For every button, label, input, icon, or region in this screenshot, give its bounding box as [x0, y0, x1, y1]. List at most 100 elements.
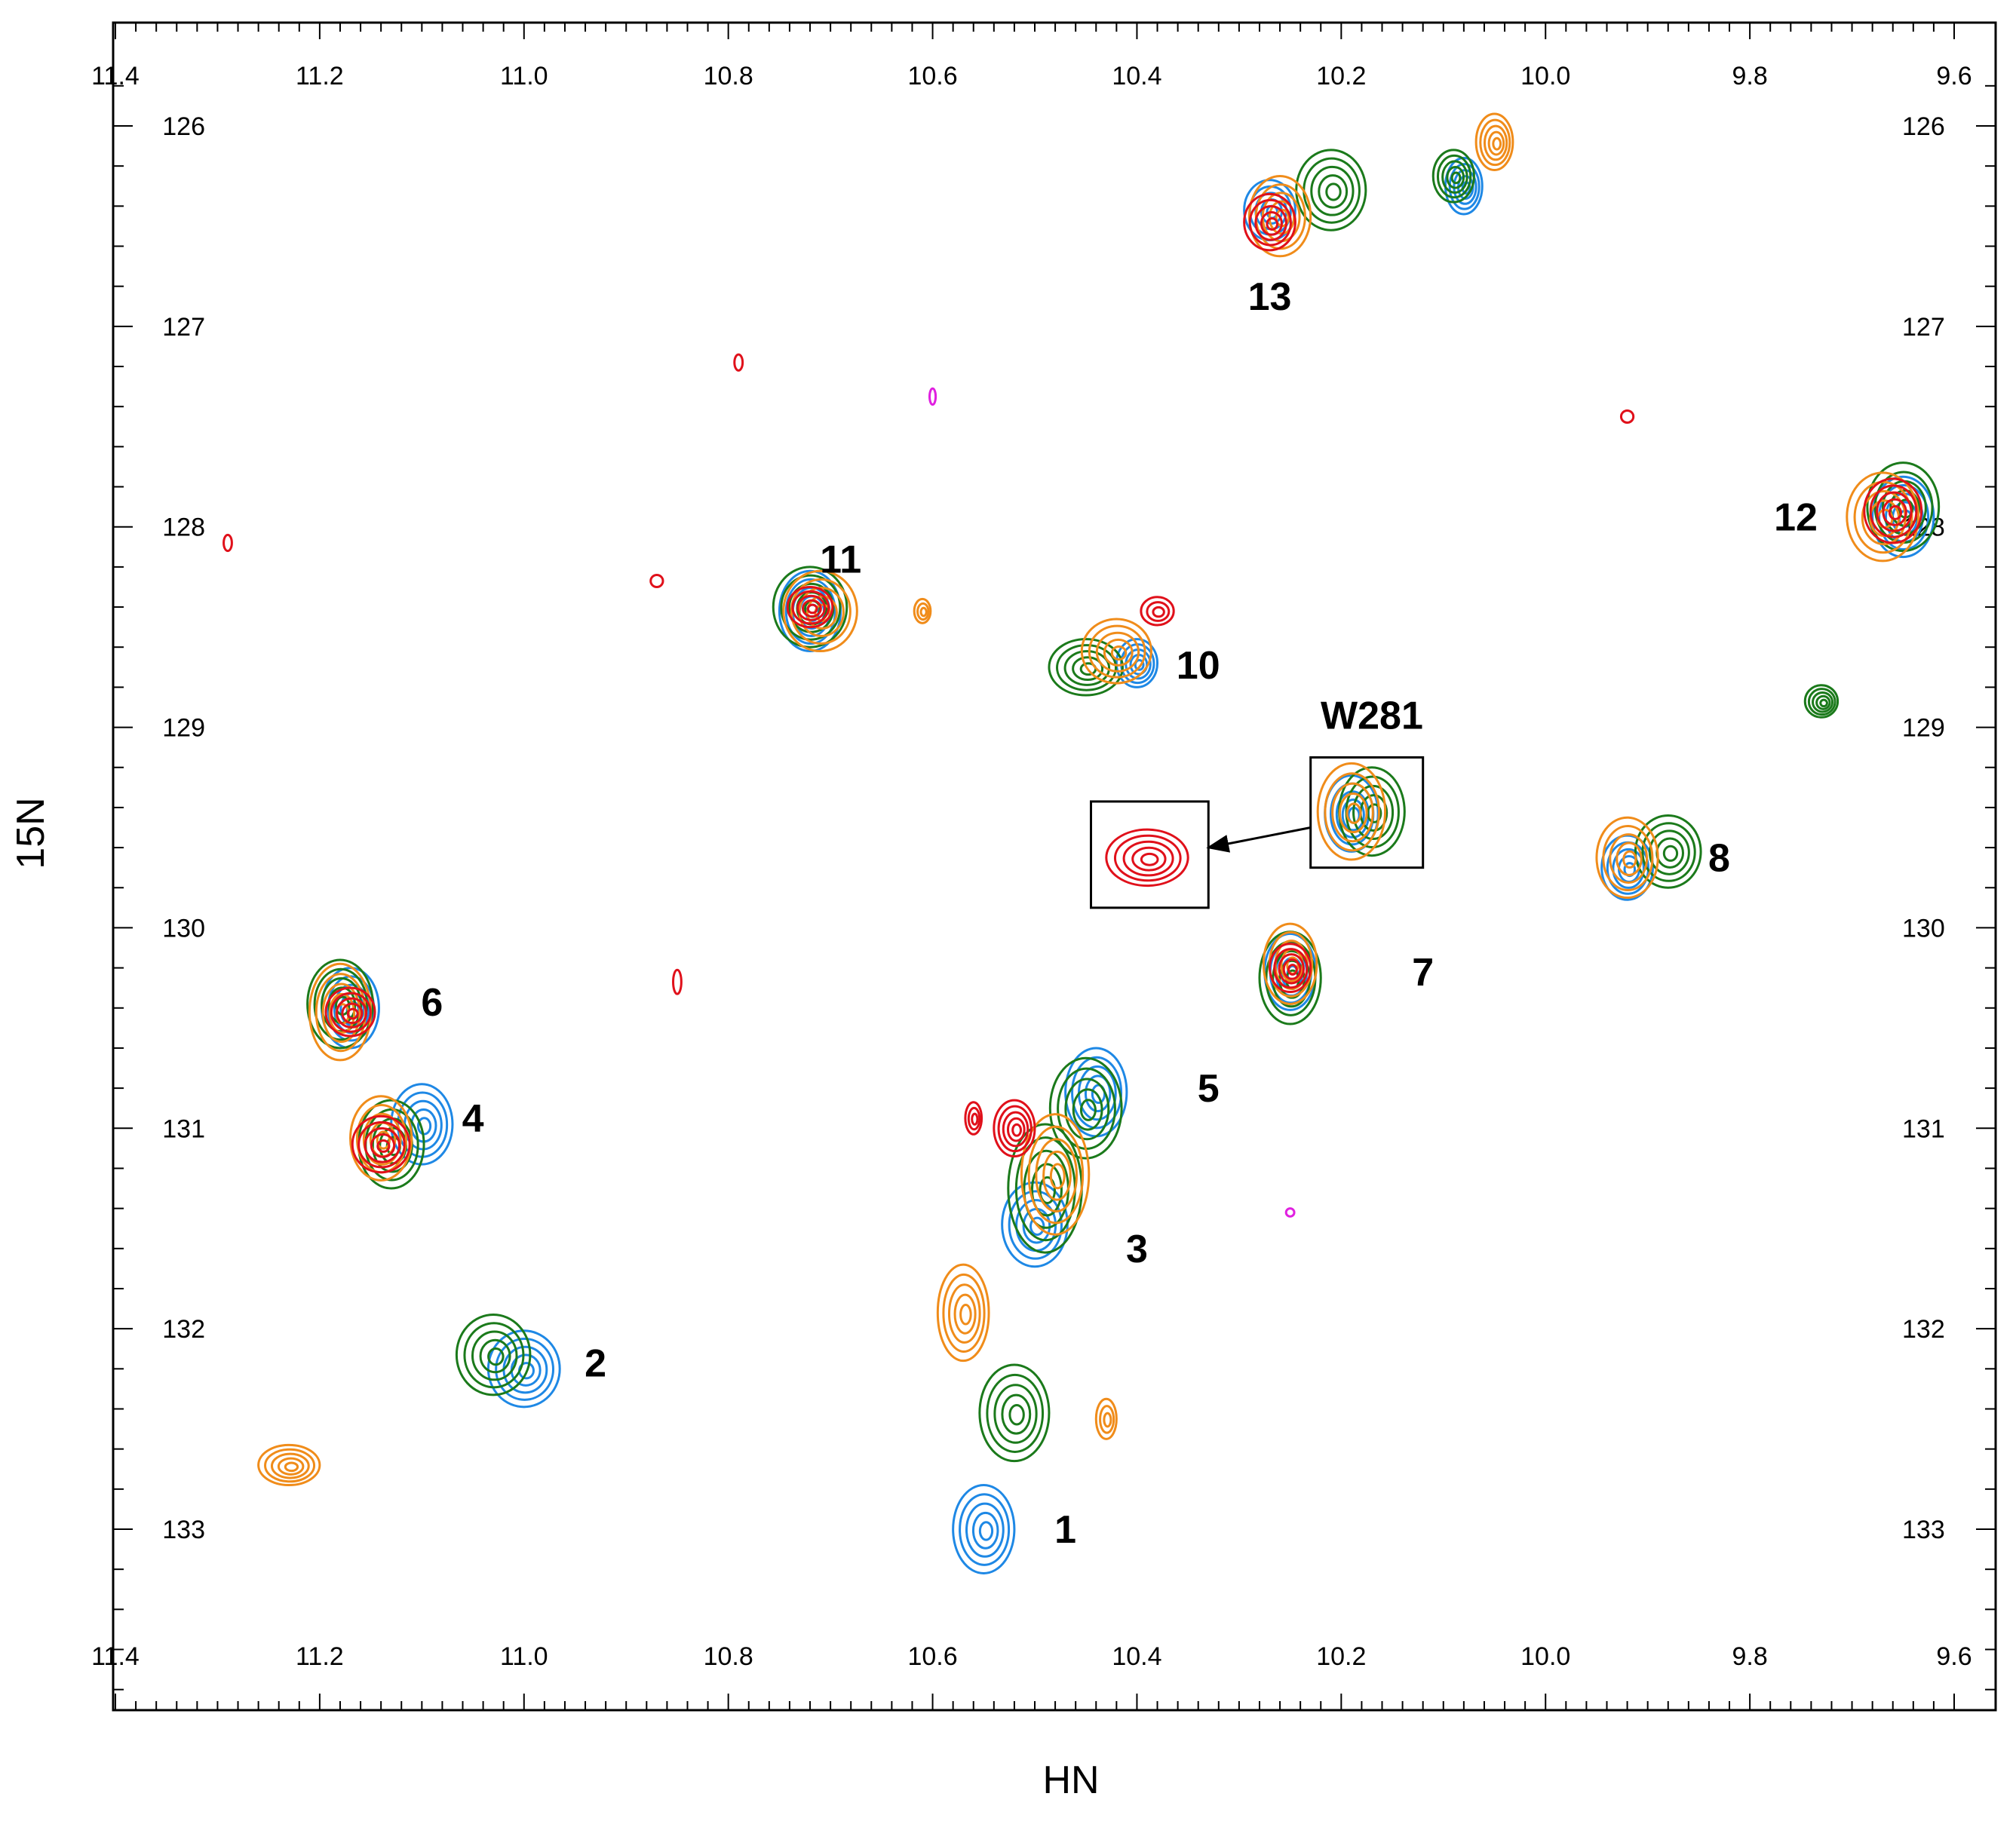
blue-contour-ring — [1341, 798, 1365, 832]
orange-contour-ring — [1020, 1113, 1091, 1236]
orange-peak — [1316, 762, 1387, 861]
magenta-peak — [928, 387, 937, 406]
orange-contour-ring — [1088, 624, 1146, 679]
orange-contour-ring — [916, 602, 930, 621]
peak-label-6: 6 — [421, 981, 443, 1025]
red-contour-ring — [1113, 834, 1182, 882]
green-contour-ring — [1310, 165, 1355, 216]
green-contour-ring — [986, 1373, 1045, 1453]
orange-peak — [913, 597, 932, 624]
green-contour-ring — [1866, 461, 1941, 553]
orange-contour-ring — [1095, 631, 1140, 673]
green-contour-ring — [1318, 174, 1349, 209]
orange-contour-ring — [959, 1304, 972, 1326]
green-peak — [1803, 684, 1840, 719]
orange-contour-ring — [321, 983, 361, 1044]
orange-contour-ring — [1483, 124, 1508, 161]
blue-contour-ring — [416, 1117, 432, 1136]
orange-contour-ring — [1049, 1163, 1066, 1190]
blue-contour-ring — [333, 983, 370, 1035]
red-contour-ring — [1122, 840, 1174, 877]
orange-contour-ring — [1324, 772, 1380, 852]
x-axis-title: HN — [1042, 1758, 1099, 1802]
red-peak — [351, 1114, 411, 1174]
orange-contour-ring — [1492, 136, 1502, 151]
red-contour-ring — [364, 1127, 401, 1163]
y-tick-label-right: 130 — [1902, 914, 1945, 943]
red-contour-ring — [967, 1106, 981, 1131]
green-contour-ring — [313, 967, 368, 1041]
peak-label-1: 1 — [1054, 1508, 1076, 1552]
red-contour-ring — [1140, 596, 1175, 627]
y-tick-label-right: 131 — [1902, 1114, 1945, 1143]
peak-label-W281: W281 — [1321, 694, 1423, 738]
red-contour-ring — [802, 599, 822, 618]
green-contour-ring — [471, 1330, 518, 1381]
x-tick-label-bottom: 10.0 — [1520, 1642, 1570, 1671]
red-peak — [1619, 409, 1635, 424]
orange-contour-ring — [936, 1263, 990, 1363]
y-tick-label-left: 128 — [162, 513, 205, 542]
green-contour-ring — [1295, 149, 1367, 231]
y-tick-label-right: 126 — [1902, 112, 1945, 141]
blue-contour-ring — [965, 1502, 1005, 1558]
x-tick-label-bottom: 9.6 — [1936, 1642, 1972, 1671]
green-contour-ring — [1807, 688, 1836, 716]
green-contour-ring — [1325, 182, 1342, 201]
blue-contour-ring — [978, 1521, 994, 1541]
orange-contour-ring — [1479, 118, 1511, 167]
y-tick-label-right: 133 — [1902, 1516, 1945, 1544]
orange-peak — [936, 1263, 990, 1363]
peak-label-7: 7 — [1412, 951, 1434, 995]
green-contour-ring — [1446, 165, 1465, 189]
w281-highlight — [1089, 756, 1425, 909]
orange-contour-ring — [953, 1293, 977, 1335]
orange-contour-ring — [1094, 1397, 1118, 1440]
peak-label-8: 8 — [1708, 836, 1730, 880]
x-tick-label-bottom: 11.0 — [500, 1642, 548, 1671]
red-peak — [733, 353, 744, 372]
blue-contour-ring — [1878, 483, 1930, 551]
red-contour-ring — [806, 603, 818, 615]
orange-contour-ring — [1846, 471, 1920, 563]
red-contour-ring — [672, 968, 683, 995]
green-peak — [978, 1363, 1051, 1463]
red-contour-ring — [1882, 498, 1907, 526]
plot-frame — [112, 21, 1997, 1712]
red-peak — [1269, 943, 1312, 994]
x-tick-label-top: 10.6 — [907, 62, 957, 90]
orange-contour-ring — [1853, 480, 1913, 554]
green-contour-ring — [1641, 822, 1696, 882]
x-tick-label-top: 11.4 — [91, 62, 140, 90]
blue-contour-ring — [971, 1511, 999, 1550]
red-contour-ring — [330, 992, 372, 1033]
series-red — [222, 192, 1923, 1174]
x-tick-label-top: 11.2 — [296, 62, 344, 90]
orange-contour-ring — [913, 597, 932, 624]
orange-peak — [1094, 1397, 1118, 1440]
x-tick-label-top: 10.0 — [1520, 62, 1570, 90]
orange-contour-ring — [1103, 1412, 1112, 1428]
green-contour-ring — [1072, 656, 1104, 682]
tick-marks — [113, 23, 1996, 1710]
red-contour-ring — [1876, 491, 1913, 532]
red-contour-ring — [796, 594, 827, 621]
orange-peak — [257, 1443, 321, 1487]
orange-contour-ring — [782, 569, 858, 653]
red-contour-ring — [376, 1139, 391, 1153]
red-contour-ring — [1863, 477, 1923, 544]
blue-peak — [952, 1484, 1016, 1574]
orange-contour-ring — [919, 606, 928, 618]
red-peak — [1243, 192, 1296, 252]
orange-contour-ring — [1616, 842, 1643, 876]
orange-contour-ring — [790, 578, 852, 645]
red-contour-ring — [1282, 958, 1302, 980]
y-tick-label-left: 133 — [162, 1516, 205, 1544]
green-contour-ring — [1819, 698, 1828, 708]
orange-contour-ring — [349, 1095, 413, 1182]
red-peak — [993, 1099, 1036, 1158]
magenta-contour-ring — [928, 387, 937, 406]
orange-contour-ring — [270, 1452, 310, 1479]
red-contour-ring — [1260, 211, 1283, 236]
